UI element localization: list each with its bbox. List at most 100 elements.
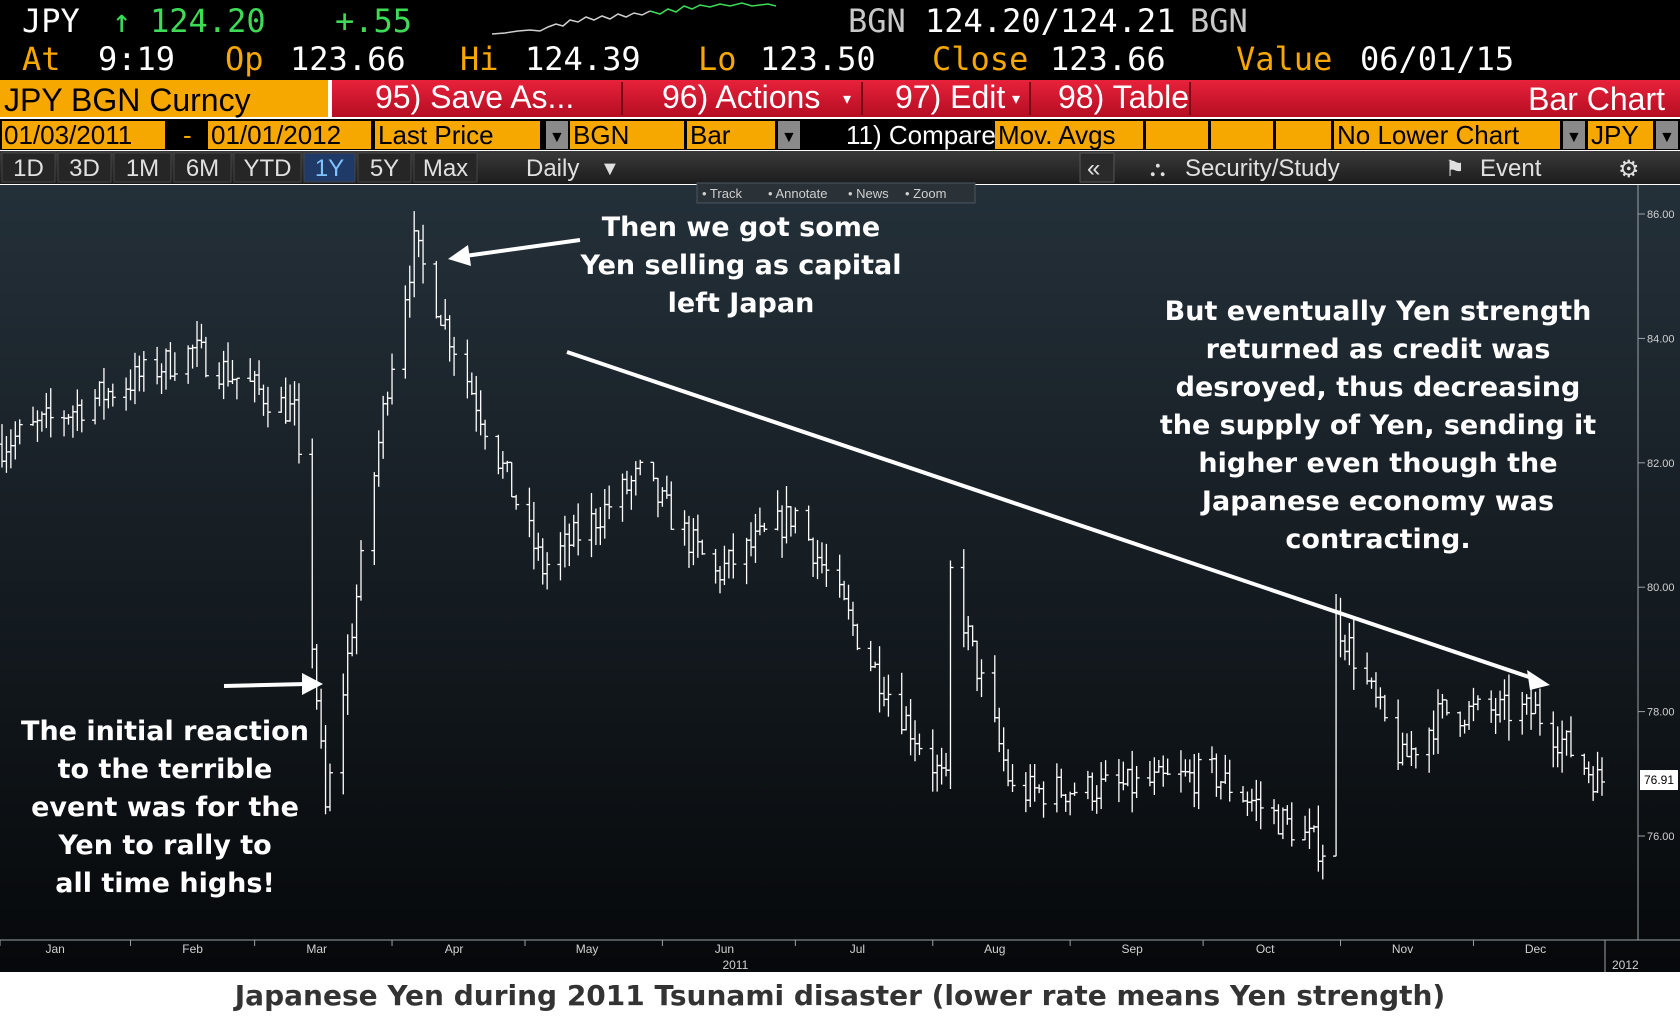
settings-gear-icon[interactable]: ⚙ xyxy=(1618,156,1640,183)
low-value: 123.50 xyxy=(760,40,876,78)
compare-value: Mov. Avgs xyxy=(998,120,1116,150)
high-value: 124.39 xyxy=(525,40,641,78)
svg-text:▼: ▼ xyxy=(1566,129,1582,146)
date-to-field[interactable] xyxy=(208,121,371,149)
ohlc-bar xyxy=(1536,688,1543,736)
ohlc-bar xyxy=(47,388,54,438)
ohlc-bar xyxy=(1567,716,1574,758)
currency-dropdown-icon[interactable] xyxy=(1656,121,1678,149)
x-tick-label: Dec xyxy=(1525,942,1546,956)
ohlc-bar xyxy=(482,419,489,450)
intraday-sparkline xyxy=(491,10,651,35)
compare-slot-3[interactable] xyxy=(1276,121,1331,149)
period-tab-6m[interactable] xyxy=(173,152,232,183)
ohlc-bar xyxy=(1350,617,1357,690)
intraday-sparkline-recent xyxy=(649,2,777,15)
ohlc-bar xyxy=(730,533,737,579)
x-tick-label: Oct xyxy=(1256,942,1275,956)
collapse-button[interactable] xyxy=(1079,152,1115,183)
period-tab-3d[interactable] xyxy=(57,152,112,183)
lower-chart-dropdown-icon[interactable] xyxy=(1563,121,1585,149)
period-tab-ytd[interactable] xyxy=(233,152,302,183)
annotation-line: The initial reaction xyxy=(21,716,309,747)
period-tab-label: 1M xyxy=(126,155,159,182)
x-tick-label: Jul xyxy=(850,942,865,956)
actions-button[interactable]: 96) Actions xyxy=(662,79,820,115)
edit-button[interactable]: 97) Edit xyxy=(895,79,1005,115)
period-tab-label: 1Y xyxy=(315,155,344,182)
period-tab-1d[interactable] xyxy=(1,152,56,183)
price-source: BGN xyxy=(848,2,906,40)
ohlc-bar xyxy=(1381,694,1388,722)
chart-tools-bar xyxy=(696,182,976,204)
date-to: 01/01/2012 xyxy=(211,120,341,150)
chart-tool-zoom[interactable]: • Zoom xyxy=(905,186,946,201)
ohlc-bar xyxy=(513,494,520,510)
period-tab-1y[interactable] xyxy=(303,152,356,183)
figure-caption: Japanese Yen during 2011 Tsunami disaste… xyxy=(233,979,1445,1012)
lower-chart-select[interactable] xyxy=(1334,121,1560,149)
compare-label[interactable]: 11) Compare xyxy=(846,120,996,150)
x-tick-label: Sep xyxy=(1122,942,1144,956)
x-tick-label: Jan xyxy=(46,942,65,956)
chart-tool-news[interactable]: • News xyxy=(848,186,889,201)
currency-field[interactable] xyxy=(1588,121,1653,149)
chart-tool-track[interactable]: • Track xyxy=(702,186,742,201)
ohlc-bar xyxy=(1102,760,1109,782)
last-price: 124.20 xyxy=(150,2,266,40)
trend-line xyxy=(566,350,1539,682)
ohlc-bar xyxy=(1412,747,1419,769)
ohlc-bar xyxy=(792,507,799,534)
x-tick-label: Nov xyxy=(1392,942,1413,956)
currency: JPY xyxy=(1591,120,1639,150)
bar-type-select[interactable] xyxy=(687,121,775,149)
save-as-button[interactable]: 95) Save As... xyxy=(375,79,574,115)
field-dropdown-icon[interactable] xyxy=(546,121,568,149)
bar-type: Bar xyxy=(690,120,731,150)
annotation-line: higher even though the xyxy=(1198,448,1557,479)
period-tab-label: 5Y xyxy=(370,155,399,182)
initial-reaction-arrow xyxy=(223,682,307,688)
last-value-label: 76.91 xyxy=(1644,773,1674,787)
frequency-select[interactable]: Daily xyxy=(526,155,579,182)
ohlc-bar xyxy=(1319,844,1326,880)
field-select[interactable] xyxy=(375,121,540,149)
bar-type-dropdown-icon[interactable] xyxy=(778,121,800,149)
security-box[interactable] xyxy=(0,80,328,117)
chart-tool-annotate[interactable]: • Annotate xyxy=(768,186,828,201)
period-tab-5y[interactable] xyxy=(357,152,412,183)
svg-text:▼: ▼ xyxy=(549,129,565,146)
annotation-line: Yen selling as capital xyxy=(580,250,902,281)
price-source-2: BGN xyxy=(1190,2,1248,40)
x-tick-label: Aug xyxy=(984,942,1005,956)
initial-reaction-arrow-head xyxy=(302,673,323,695)
ohlc-bar xyxy=(358,540,365,601)
ohlc-bar xyxy=(668,481,675,530)
field-label: Last Price xyxy=(378,120,494,150)
frequency-dropdown-icon[interactable]: ▼ xyxy=(600,158,620,180)
ohlc-bar xyxy=(1226,759,1233,802)
annotation-line: contracting. xyxy=(1285,524,1470,555)
compare-slot-1[interactable] xyxy=(1146,121,1208,149)
open-label: Op xyxy=(225,40,264,78)
ticker: JPY xyxy=(22,2,80,40)
y-tick-label: 80.00 xyxy=(1647,582,1675,594)
ohlc-bar xyxy=(1505,674,1512,741)
event-button[interactable]: Event xyxy=(1480,155,1542,182)
annotation-line: left Japan xyxy=(668,288,815,319)
high-label: Hi xyxy=(460,40,499,78)
compare-slot-2[interactable] xyxy=(1211,121,1273,149)
annotation-line: all time highs! xyxy=(55,868,275,899)
y-tick-label: 84.00 xyxy=(1647,333,1675,345)
period-tab-1m[interactable] xyxy=(113,152,172,183)
period-tab-max[interactable] xyxy=(413,152,478,183)
security-study-button[interactable]: Security/Study xyxy=(1185,155,1340,182)
date-from-field[interactable] xyxy=(2,121,165,149)
ohlc-bar xyxy=(947,560,954,789)
pricing-source-field[interactable] xyxy=(570,121,684,149)
trend-arrow-head xyxy=(1527,670,1550,690)
x-tick-label: May xyxy=(576,942,599,956)
table-button[interactable]: 98) Table xyxy=(1058,79,1189,115)
compare-field[interactable] xyxy=(995,121,1143,149)
